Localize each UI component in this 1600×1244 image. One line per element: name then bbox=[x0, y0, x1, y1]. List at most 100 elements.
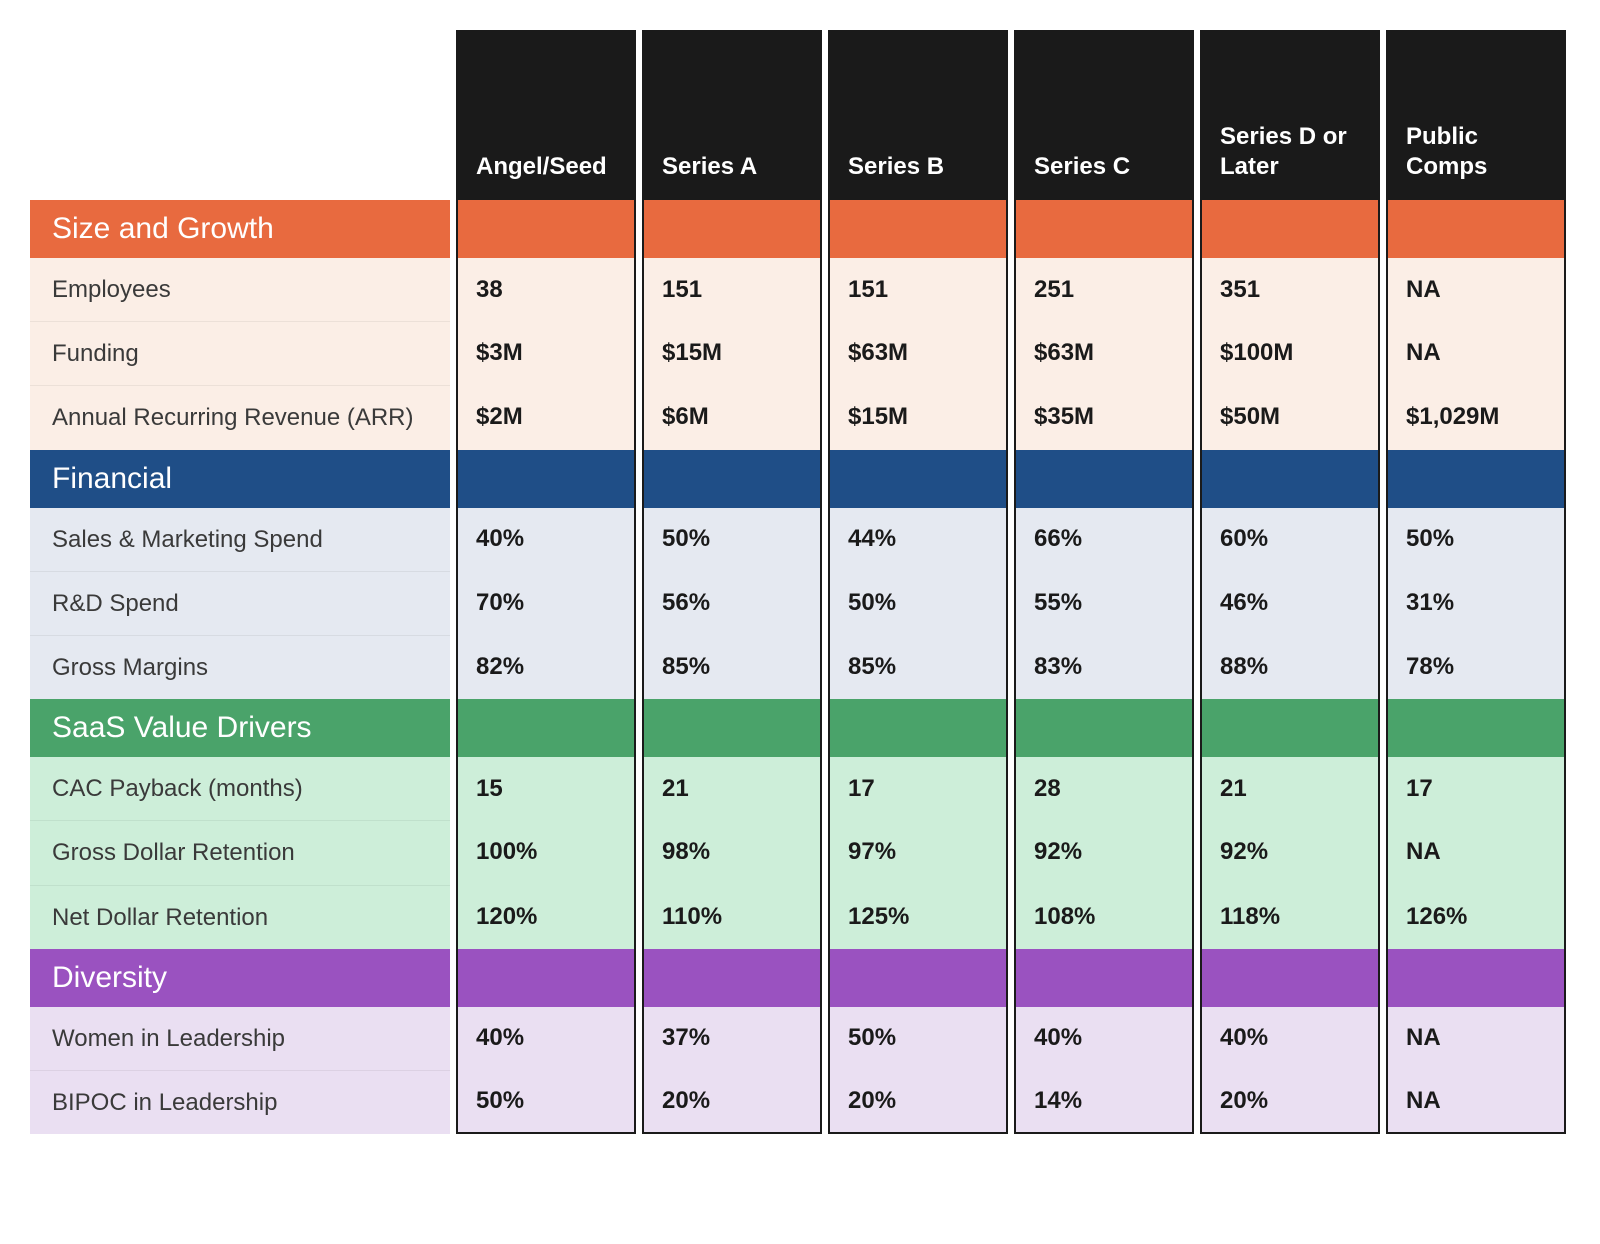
metric-value: NA bbox=[1386, 321, 1566, 385]
metric-value: 40% bbox=[1200, 1007, 1380, 1070]
section-header-cell bbox=[1200, 200, 1380, 258]
column-header: Angel/Seed bbox=[456, 30, 636, 200]
metric-value: $15M bbox=[642, 321, 822, 385]
metric-value: 125% bbox=[828, 885, 1008, 949]
metric-value: $50M bbox=[1200, 385, 1380, 449]
section-header-cell bbox=[1200, 699, 1380, 757]
metric-value: 50% bbox=[828, 571, 1008, 635]
metric-value: 37% bbox=[642, 1007, 822, 1070]
section-header-cell bbox=[1014, 450, 1194, 508]
metric-value: NA bbox=[1386, 820, 1566, 884]
metric-value: 50% bbox=[642, 508, 822, 571]
column-header: Public Comps bbox=[1386, 30, 1566, 200]
metric-value: 20% bbox=[1200, 1070, 1380, 1134]
section-header: Diversity bbox=[30, 949, 450, 1007]
metric-value: 50% bbox=[828, 1007, 1008, 1070]
metric-value: 85% bbox=[642, 635, 822, 699]
section-header-cell bbox=[642, 450, 822, 508]
section-header: Size and Growth bbox=[30, 200, 450, 258]
metric-value: 17 bbox=[828, 757, 1008, 820]
section-header: Financial bbox=[30, 450, 450, 508]
metric-value: $2M bbox=[456, 385, 636, 449]
metric-label: Net Dollar Retention bbox=[30, 885, 450, 949]
metric-label: BIPOC in Leadership bbox=[30, 1070, 450, 1134]
metric-value: 83% bbox=[1014, 635, 1194, 699]
metric-value: NA bbox=[1386, 258, 1566, 321]
metric-value: 21 bbox=[1200, 757, 1380, 820]
metric-label: Sales & Marketing Spend bbox=[30, 508, 450, 571]
section-header-cell bbox=[642, 200, 822, 258]
metric-value: $6M bbox=[642, 385, 822, 449]
metric-value: 28 bbox=[1014, 757, 1194, 820]
section-header-cell bbox=[1014, 949, 1194, 1007]
metric-value: 151 bbox=[828, 258, 1008, 321]
column-header: Series C bbox=[1014, 30, 1194, 200]
metric-value: 40% bbox=[456, 508, 636, 571]
section-header-cell bbox=[1014, 200, 1194, 258]
metric-value: $63M bbox=[828, 321, 1008, 385]
metric-value: $63M bbox=[1014, 321, 1194, 385]
metric-value: 100% bbox=[456, 820, 636, 884]
section-header-cell bbox=[828, 949, 1008, 1007]
section-header-cell bbox=[828, 200, 1008, 258]
metric-value: 88% bbox=[1200, 635, 1380, 699]
metrics-table: Angel/SeedSeries ASeries BSeries CSeries… bbox=[30, 30, 1570, 1134]
section-header: SaaS Value Drivers bbox=[30, 699, 450, 757]
metric-value: 110% bbox=[642, 885, 822, 949]
section-header-cell bbox=[1386, 450, 1566, 508]
section-header-cell bbox=[456, 949, 636, 1007]
metric-value: 108% bbox=[1014, 885, 1194, 949]
metric-value: 50% bbox=[1386, 508, 1566, 571]
metric-value: 151 bbox=[642, 258, 822, 321]
metric-value: 92% bbox=[1014, 820, 1194, 884]
metric-value: 20% bbox=[828, 1070, 1008, 1134]
metric-value: 17 bbox=[1386, 757, 1566, 820]
metric-value: 98% bbox=[642, 820, 822, 884]
metric-value: 56% bbox=[642, 571, 822, 635]
metric-value: $1,029M bbox=[1386, 385, 1566, 449]
metric-value: 38 bbox=[456, 258, 636, 321]
section-header-cell bbox=[456, 699, 636, 757]
metric-value: NA bbox=[1386, 1007, 1566, 1070]
section-header-cell bbox=[828, 699, 1008, 757]
section-header-cell bbox=[1014, 699, 1194, 757]
metric-value: 46% bbox=[1200, 571, 1380, 635]
section-header-cell bbox=[642, 949, 822, 1007]
metric-value: 60% bbox=[1200, 508, 1380, 571]
metric-label: CAC Payback (months) bbox=[30, 757, 450, 820]
metric-value: $3M bbox=[456, 321, 636, 385]
metric-value: $100M bbox=[1200, 321, 1380, 385]
section-header-cell bbox=[1386, 200, 1566, 258]
metric-value: 251 bbox=[1014, 258, 1194, 321]
section-header-cell bbox=[642, 699, 822, 757]
section-header-cell bbox=[1200, 949, 1380, 1007]
metric-label: R&D Spend bbox=[30, 571, 450, 635]
metric-value: 85% bbox=[828, 635, 1008, 699]
section-header-cell bbox=[456, 200, 636, 258]
metric-value: $15M bbox=[828, 385, 1008, 449]
metric-value: 82% bbox=[456, 635, 636, 699]
metric-label: Women in Leadership bbox=[30, 1007, 450, 1070]
column-header: Series B bbox=[828, 30, 1008, 200]
metric-value: 126% bbox=[1386, 885, 1566, 949]
metric-value: NA bbox=[1386, 1070, 1566, 1134]
metric-label: Gross Margins bbox=[30, 635, 450, 699]
metric-value: 14% bbox=[1014, 1070, 1194, 1134]
metric-value: 351 bbox=[1200, 258, 1380, 321]
column-header: Series D or Later bbox=[1200, 30, 1380, 200]
metric-value: 97% bbox=[828, 820, 1008, 884]
metric-label: Gross Dollar Retention bbox=[30, 820, 450, 884]
section-header-cell bbox=[1386, 949, 1566, 1007]
metric-label: Funding bbox=[30, 321, 450, 385]
metric-value: 55% bbox=[1014, 571, 1194, 635]
metric-value: 78% bbox=[1386, 635, 1566, 699]
section-header-cell bbox=[828, 450, 1008, 508]
section-header-cell bbox=[1200, 450, 1380, 508]
metric-label: Employees bbox=[30, 258, 450, 321]
metric-value: 44% bbox=[828, 508, 1008, 571]
metric-value: $35M bbox=[1014, 385, 1194, 449]
metric-label: Annual Recurring Revenue (ARR) bbox=[30, 385, 450, 449]
metric-value: 31% bbox=[1386, 571, 1566, 635]
metric-value: 40% bbox=[1014, 1007, 1194, 1070]
section-header-cell bbox=[456, 450, 636, 508]
